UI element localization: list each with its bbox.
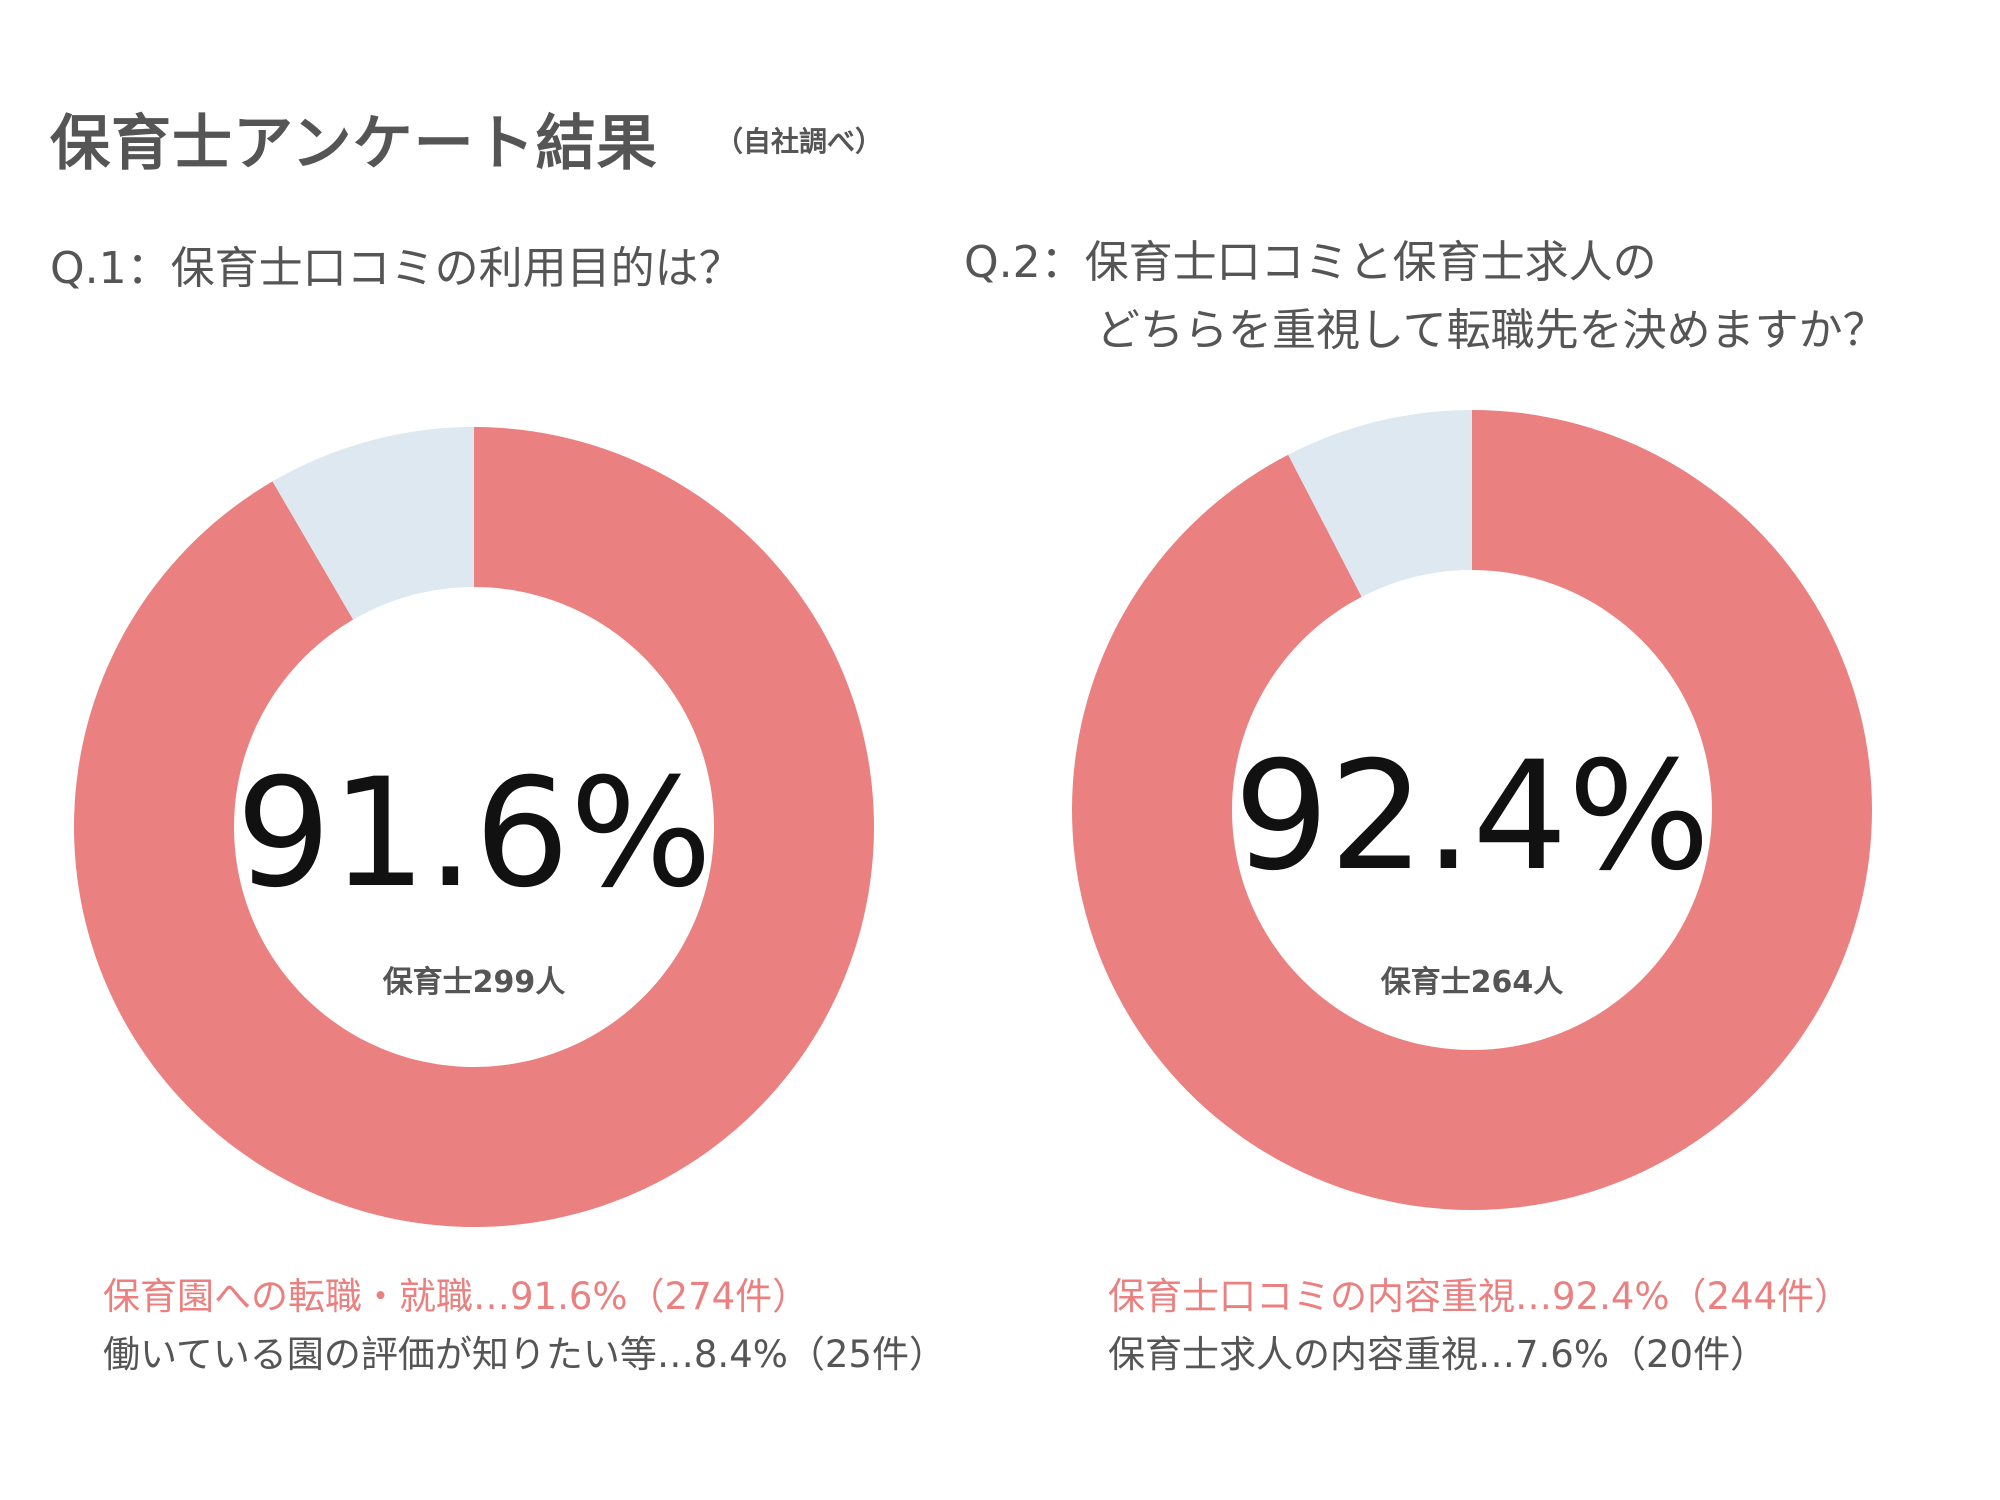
q2-legend-secondary: 保育士求人の内容重視…7.6%（20件）	[1108, 1333, 1768, 1376]
q1-center-percent: 91.6%	[236, 747, 713, 921]
page-subtitle: （自社調べ）	[715, 125, 884, 158]
page-title: 保育士アンケート結果	[50, 109, 658, 179]
question-2-title-line2: どちらを重視して転職先を決めますか？	[1096, 305, 1887, 356]
donut-slice-primary	[1072, 410, 1873, 1211]
donut-chart-q2	[1072, 410, 1873, 1211]
question-1-title: Q.1：保育士口コミの利用目的は？	[50, 243, 743, 294]
q1-respondent-count: 保育士299人	[383, 965, 566, 1000]
donut-chart-q1	[73, 427, 875, 1227]
q1-legend-primary: 保育園への転職・就職…91.6%（274件）	[103, 1275, 810, 1318]
donut-slice-secondary	[272, 427, 474, 620]
q2-center-percent: 92.4%	[1234, 730, 1711, 904]
q2-respondent-count: 保育士264人	[1381, 965, 1564, 1000]
q1-legend-secondary: 働いている園の評価が知りたい等…8.4%（25件）	[103, 1333, 946, 1376]
question-2-title-line1: Q.2：保育士口コミと保育士求人の	[964, 237, 1657, 288]
donut-slice-primary	[73, 427, 875, 1227]
q2-legend-primary: 保育士口コミの内容重視…92.4%（244件）	[1108, 1275, 1852, 1318]
donut-slice-secondary	[1288, 410, 1472, 597]
